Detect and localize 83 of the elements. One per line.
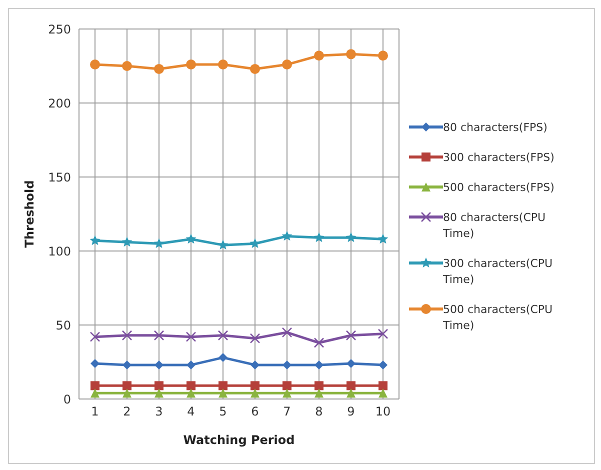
x-tick-label: 1 [91,404,99,419]
point [90,358,100,368]
point [346,388,356,398]
point [346,330,356,341]
point [186,234,196,244]
point [154,381,164,390]
point [314,232,324,242]
point [218,330,228,341]
x-tick-label: 6 [251,404,259,419]
y-tick-label: 100 [48,244,71,258]
point [154,238,164,248]
x-tick-label: 9 [347,404,355,419]
y-tick-label: 250 [48,22,71,36]
point [314,338,324,348]
point [250,360,260,370]
point [378,328,388,340]
point [282,327,292,338]
x-tick-label: 4 [187,404,195,419]
legend-label: 80 characters(CPU Time) [443,210,547,242]
point [378,388,388,398]
point [378,381,388,390]
point [346,49,356,60]
point [154,388,164,398]
point [122,388,132,398]
legend-label: 500 characters(CPU Time) [443,302,554,334]
x-tick-label: 8 [315,404,323,419]
x-tick-label: 5 [219,404,227,419]
x-axis-title: Watching Period [183,433,295,447]
legend-label: 500 characters(FPS) [443,180,556,196]
point [314,388,324,398]
point [250,64,260,74]
point [186,332,196,342]
point [378,50,388,61]
x-tick-label: 10 [375,404,391,419]
point [186,360,196,370]
x-tick-label: 3 [155,404,163,419]
point [122,381,132,390]
point [90,332,100,342]
point [122,330,132,341]
point [218,381,228,390]
point [218,388,228,398]
point [346,381,356,390]
point [186,60,196,70]
point [154,360,164,370]
point [90,235,100,246]
y-tick-label: 50 [56,318,71,332]
point [282,381,292,390]
y-tick-label: 150 [48,170,71,184]
y-axis-title: Threshold [22,180,36,248]
legend-label: 80 characters(FPS) [443,120,548,136]
point [154,330,164,341]
point [122,360,132,370]
point [378,234,388,244]
point [314,360,324,370]
point [154,64,164,74]
point [90,60,100,70]
point [282,230,292,241]
point [314,381,324,390]
point [282,360,292,370]
point [250,333,260,344]
point [218,353,228,362]
point [346,358,356,368]
point [378,360,388,370]
point [314,50,324,61]
point [122,236,132,247]
point [90,388,100,398]
y-tick-label: 0 [63,392,71,406]
point [122,61,132,71]
point [250,388,260,398]
point [282,388,292,398]
point [282,60,292,70]
legend-label: 300 characters(CPU Time) [443,256,554,288]
x-tick-label: 2 [123,404,131,419]
point [346,232,356,242]
point [250,381,260,390]
legend-label: 300 characters(FPS) [443,150,556,166]
point [186,381,196,390]
point [218,240,228,250]
y-tick-label: 200 [48,96,71,110]
point [186,388,196,398]
x-tick-label: 7 [283,404,291,419]
point [218,60,228,70]
point [90,381,100,390]
